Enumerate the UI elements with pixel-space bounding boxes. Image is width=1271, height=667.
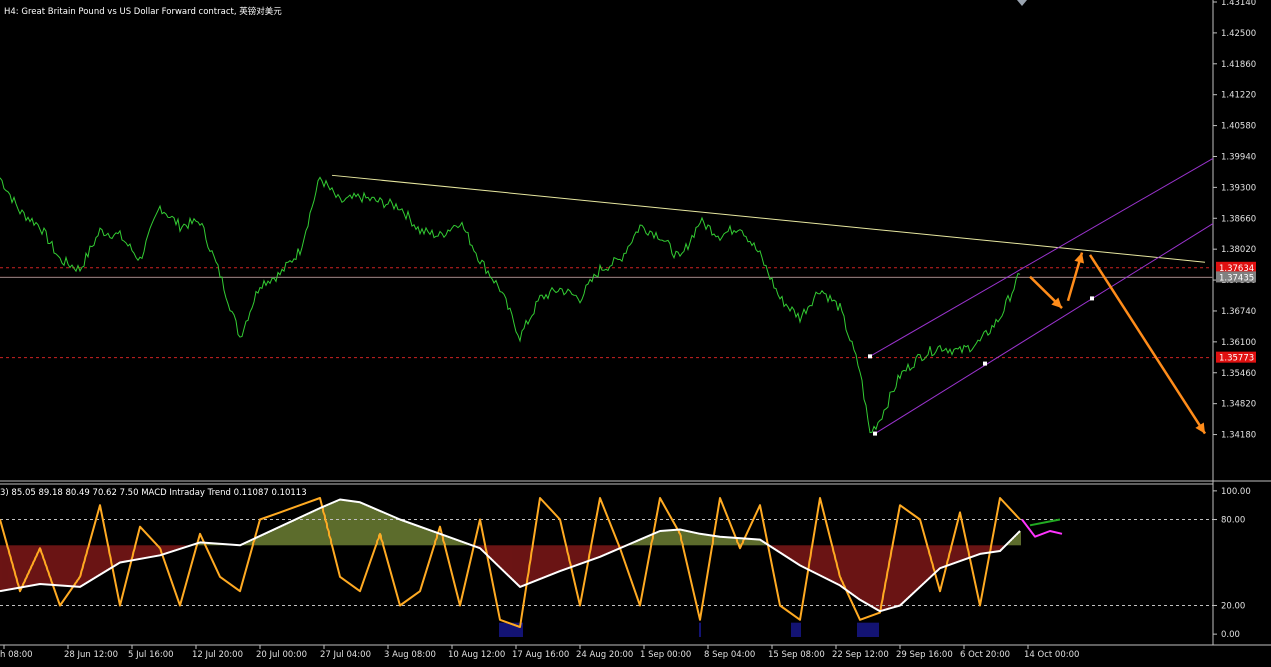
channel-upper-line (869, 157, 1214, 357)
trend-line (0, 498, 1021, 613)
price-tick-label: 1.39940 (1221, 152, 1256, 162)
price-levels (0, 267, 1213, 359)
indicator-levels (0, 519, 1213, 606)
price-badge-label: 1.35773 (1219, 354, 1254, 364)
time-tick-label: 14 Oct 00:00 (1024, 650, 1079, 660)
time-tick-label: 12 Jul 20:00 (192, 650, 243, 660)
time-tick-label: 24 Aug 20:00 (576, 650, 633, 660)
channel-anchor-point (1090, 296, 1094, 301)
price-tick-label: 1.41860 (1221, 60, 1256, 70)
time-axis-ticks: h 08:00 28 Jun 12:00 5 Jul 16:00 12 Jul 20:… (0, 645, 1079, 660)
time-tick-label: h 08:00 (0, 650, 33, 660)
price-badge-box (1216, 261, 1256, 273)
channel-anchor-point (873, 431, 877, 436)
time-tick-label: 6 Oct 20:00 (960, 650, 1010, 660)
indicator-tick-label: 80.00 (1221, 516, 1245, 526)
price-tick-label: 1.41220 (1221, 91, 1256, 101)
price-tick-label: 1.36100 (1221, 338, 1256, 348)
forecast-arrow-head (1195, 422, 1205, 434)
time-tick-label: 20 Jul 00:00 (256, 650, 307, 660)
forecast-arrow-shaft (1088, 254, 1207, 435)
time-tick-label: 10 Aug 12:00 (448, 650, 505, 660)
time-tick-label: 5 Jul 16:00 (128, 650, 174, 660)
arrow-group (1029, 252, 1207, 435)
price-badge-box (1216, 351, 1256, 363)
price-tick-label: 1.36740 (1221, 307, 1256, 317)
time-tick-label: 29 Sep 16:00 (896, 650, 953, 660)
time-tick-label: 1 Sep 00:00 (640, 650, 691, 660)
time-tick-label: 15 Sep 08:00 (768, 650, 825, 660)
price-tick-label: 1.40580 (1221, 122, 1256, 132)
price-tick-label: 1.39300 (1221, 183, 1256, 193)
channel-anchor-point (868, 354, 872, 359)
price-axis-ticks: 1.43140 1.42500 1.41860 1.41220 1.40580 1.399… (1213, 0, 1256, 441)
price-tick-label: 1.34820 (1221, 400, 1256, 410)
indicator-axis-ticks: 100.00 80.00 20.00 0.00 (1213, 487, 1251, 640)
time-tick-label: 17 Aug 16:00 (512, 650, 569, 660)
price-line (0, 176, 1021, 434)
channel-group (868, 157, 1214, 436)
time-tick-label: 8 Sep 04:00 (704, 650, 755, 660)
price-tick-label: 1.34180 (1221, 431, 1256, 441)
price-badge-box (1216, 271, 1256, 283)
forecast-arrow-head (1051, 297, 1062, 309)
oscillator-line (0, 497, 1021, 628)
price-tick-label: 1.35460 (1221, 369, 1256, 379)
channel-lower-line (874, 223, 1214, 435)
time-tick-label: 27 Jul 04:00 (320, 650, 371, 660)
time-tick-label: 28 Jun 12:00 (64, 650, 118, 660)
chart-title: H4: Great Britain Pound vs US Dollar For… (4, 6, 282, 17)
forecast-green-line (1029, 518, 1061, 527)
forecast-magenta-line (1021, 518, 1063, 538)
indicator-lines (0, 497, 1063, 628)
price-tick-label: 1.38660 (1221, 214, 1256, 224)
time-tick-label: 22 Sep 12:00 (832, 650, 889, 660)
forecast-arrow-head (1074, 252, 1085, 264)
price-tick-label: 1.42500 (1221, 29, 1256, 39)
indicator-tick-label: 100.00 (1221, 487, 1251, 497)
price-tick-label: 1.38020 (1221, 245, 1256, 255)
price-badge-label: 1.37435 (1219, 273, 1254, 283)
price-badge-label: 1.37634 (1219, 264, 1254, 274)
indicator-title: 3) 85.05 89.18 80.49 70.62 7.50 MACD Int… (0, 488, 307, 498)
time-tick-label: 3 Aug 08:00 (384, 650, 436, 660)
indicator-tick-label: 20.00 (1221, 601, 1245, 611)
indicator-tick-label: 0.00 (1221, 630, 1240, 640)
chart-shift-marker[interactable] (1017, 0, 1027, 6)
channel-anchor-point (983, 361, 987, 366)
trendline-group (331, 174, 1206, 263)
resistance-trendline (331, 174, 1206, 263)
price-series (0, 176, 1021, 434)
price-tick-label: 1.43140 (1221, 0, 1256, 8)
